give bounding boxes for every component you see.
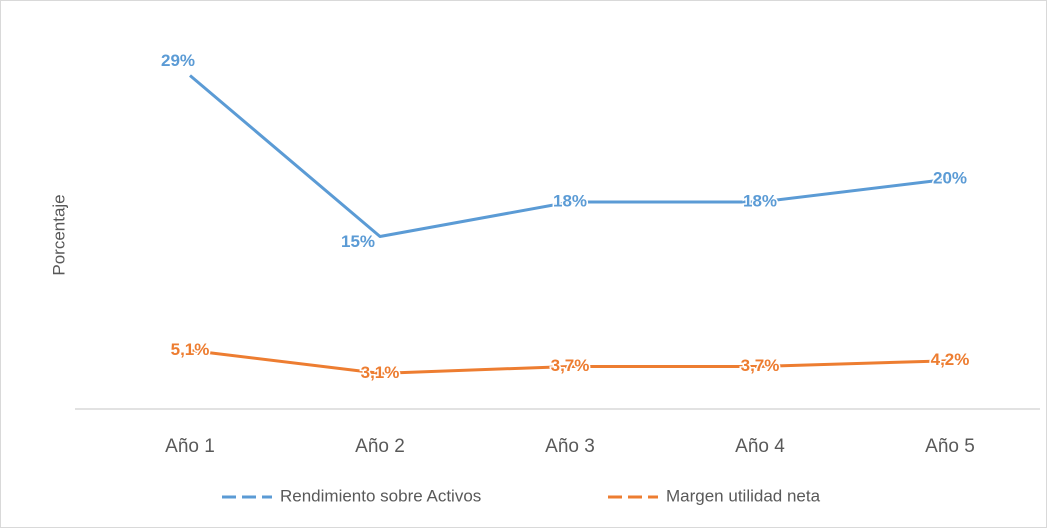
data-label: 4,2% — [931, 350, 970, 369]
x-tick-label: Año 2 — [355, 436, 405, 457]
data-label: 29% — [161, 51, 195, 70]
x-tick-label: Año 3 — [545, 436, 595, 457]
data-label: 5,1% — [171, 340, 210, 359]
series-line — [189, 348, 951, 375]
data-label: 20% — [933, 168, 967, 187]
legend-label: Margen utilidad neta — [666, 486, 821, 505]
x-tick-label: Año 1 — [165, 436, 215, 457]
data-label: 3,1% — [361, 363, 400, 382]
x-tick-label: Año 5 — [925, 436, 975, 457]
y-axis-label: Porcentaje — [49, 194, 68, 275]
data-label: 3,7% — [551, 356, 590, 375]
x-tick-label: Año 4 — [735, 436, 785, 457]
legend-label: Rendimiento sobre Activos — [280, 486, 481, 505]
data-label: 3,7% — [741, 356, 780, 375]
data-label: 15% — [341, 232, 375, 251]
data-label: 18% — [743, 191, 777, 210]
series-line — [189, 74, 951, 238]
data-label: 18% — [553, 191, 587, 210]
